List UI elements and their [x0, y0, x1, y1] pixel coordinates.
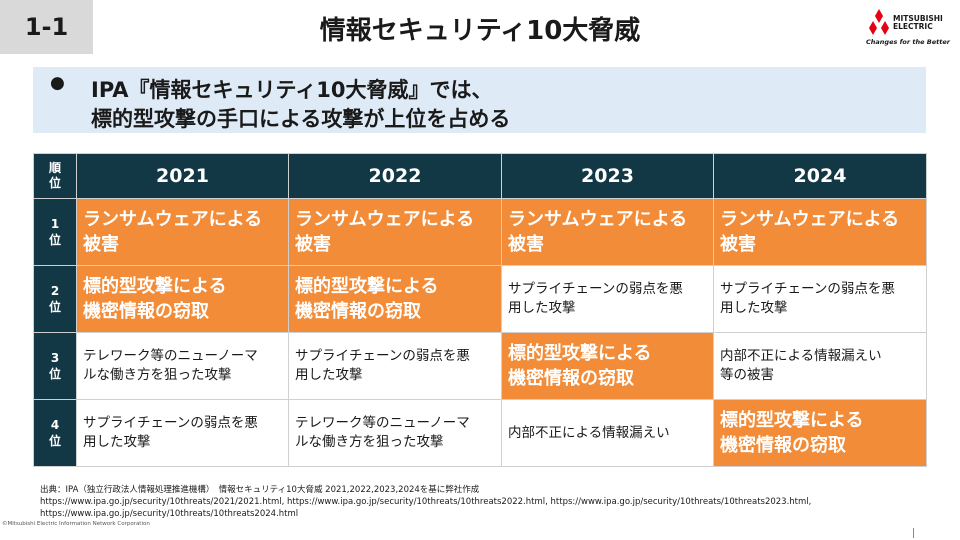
threat-line1: 内部不正による情報漏えい	[720, 348, 882, 364]
slide-number: 1-1	[0, 0, 93, 54]
rank-cell: 2 位	[33, 265, 77, 333]
threat-cell: 標的型攻撃による 機密情報の窃取	[501, 332, 714, 400]
threat-line1: 標的型攻撃による	[720, 410, 864, 431]
threat-cell: ランサムウェアによる 被害	[501, 198, 714, 266]
threat-line1: サプライチェーンの弱点を悪	[508, 281, 683, 297]
threat-line2: 被害	[295, 234, 331, 255]
threat-line2: 被害	[83, 234, 119, 255]
rank-suffix: 位	[48, 300, 61, 314]
threat-cell: 標的型攻撃による 機密情報の窃取	[713, 399, 927, 467]
threat-cell: 標的型攻撃による 機密情報の窃取	[288, 265, 502, 333]
rank-number: 4	[50, 418, 60, 432]
company-logo: MITSUBISHI ELECTRIC Changes for the Bett…	[866, 8, 956, 48]
threat-line2: 被害	[508, 234, 544, 255]
source-note: 出典：IPA（独立行政法人情報処理推進機構） 情報セキュリティ10大脅威 202…	[40, 484, 811, 520]
rank-header-line1: 順	[48, 161, 61, 175]
year-header: 2024	[713, 153, 927, 199]
source-line3: https://www.ipa.go.jp/security/10threats…	[40, 509, 299, 519]
rank-number: 1	[50, 217, 60, 231]
table-row: 3 位 テレワーク等のニューノーマ ルな働き方を狙った攻撃 サプライチェーンの弱点…	[33, 332, 927, 400]
threat-line1: 内部不正による情報漏えい	[508, 424, 670, 441]
threat-line2: 被害	[720, 234, 756, 255]
threat-line1: テレワーク等のニューノーマ	[295, 415, 470, 431]
headline-line1: IPA『情報セキュリティ10大脅威』では、	[91, 78, 493, 102]
threat-line1: ランサムウェアによる	[83, 209, 263, 230]
threat-cell: ランサムウェアによる 被害	[288, 198, 502, 266]
threat-line2: ルな働き方を狙った攻撃	[83, 367, 232, 383]
year-header: 2021	[76, 153, 289, 199]
logo-text: MITSUBISHI ELECTRIC	[893, 15, 943, 31]
copyright: ©Mitsubishi Electric Information Network…	[2, 521, 150, 527]
headline-line2: 標的型攻撃の手口による攻撃が上位を占める	[91, 107, 511, 131]
threat-line1: ランサムウェアによる	[508, 209, 688, 230]
threat-cell: サプライチェーンの弱点を悪 用した攻撃	[501, 265, 714, 333]
threat-line1: ランサムウェアによる	[720, 209, 900, 230]
headline-box: ● IPA『情報セキュリティ10大脅威』では、 標的型攻撃の手口による攻撃が上位…	[33, 67, 926, 133]
threat-cell: テレワーク等のニューノーマ ルな働き方を狙った攻撃	[288, 399, 502, 467]
threat-line2: 機密情報の窃取	[295, 301, 421, 322]
threat-cell: テレワーク等のニューノーマ ルな働き方を狙った攻撃	[76, 332, 289, 400]
rank-suffix: 位	[48, 434, 61, 448]
logo-tagline: Changes for the Better	[866, 38, 950, 46]
rank-cell: 3 位	[33, 332, 77, 400]
year-header: 2023	[501, 153, 714, 199]
threat-cell: ランサムウェアによる 被害	[76, 198, 289, 266]
threat-line1: 標的型攻撃による	[83, 276, 227, 297]
bullet-icon: ●	[50, 73, 65, 93]
threat-line1: 標的型攻撃による	[508, 343, 652, 364]
table-row: 1 位 ランサムウェアによる 被害 ランサムウェアによる 被害 ランサムウェアによる…	[33, 198, 927, 266]
table-header-row: 順 位 2021 2022 2023 2024	[33, 153, 927, 199]
source-line1: 出典：IPA（独立行政法人情報処理推進機構） 情報セキュリティ10大脅威 202…	[40, 485, 480, 495]
threat-ranking-table: 順 位 2021 2022 2023 2024 1 位 ランサムウェアによる 被害…	[33, 153, 927, 467]
threat-line1: サプライチェーンの弱点を悪	[83, 415, 258, 431]
threat-line2: 機密情報の窃取	[508, 368, 634, 389]
threat-line2: 機密情報の窃取	[720, 435, 846, 456]
threat-line2: ルな働き方を狙った攻撃	[295, 434, 444, 450]
table-row: 2 位 標的型攻撃による 機密情報の窃取 標的型攻撃による 機密情報の窃取 サプライ…	[33, 265, 927, 333]
threat-cell: 内部不正による情報漏えい	[501, 399, 714, 467]
threat-line1: ランサムウェアによる	[295, 209, 475, 230]
page-title: 情報セキュリティ10大脅威	[319, 16, 641, 46]
rank-number: 3	[50, 351, 60, 365]
rank-number: 2	[50, 284, 60, 298]
threat-cell: 標的型攻撃による 機密情報の窃取	[76, 265, 289, 333]
source-line2: https://www.ipa.go.jp/security/10threats…	[40, 497, 812, 507]
threat-cell: ランサムウェアによる 被害	[713, 198, 927, 266]
three-diamonds-icon	[869, 9, 889, 35]
rank-cell: 1 位	[33, 198, 77, 266]
threat-line1: 標的型攻撃による	[295, 276, 439, 297]
rank-suffix: 位	[48, 233, 61, 247]
threat-line1: サプライチェーンの弱点を悪	[295, 348, 470, 364]
threat-line2: 機密情報の窃取	[83, 301, 209, 322]
threat-cell: サプライチェーンの弱点を悪 用した攻撃	[713, 265, 927, 333]
year-header: 2022	[288, 153, 502, 199]
rank-cell: 4 位	[33, 399, 77, 467]
threat-cell: 内部不正による情報漏えい 等の被害	[713, 332, 927, 400]
threat-line2: 用した攻撃	[83, 434, 151, 450]
table-row: 4 位 サプライチェーンの弱点を悪 用した攻撃 テレワーク等のニューノーマ ルな働き…	[33, 399, 927, 467]
threat-cell: サプライチェーンの弱点を悪 用した攻撃	[76, 399, 289, 467]
threat-line2: 用した攻撃	[508, 300, 576, 316]
logo-line2: ELECTRIC	[893, 22, 933, 31]
threat-line2: 用した攻撃	[295, 367, 363, 383]
page-marker	[913, 528, 914, 538]
threat-line2: 等の被害	[720, 367, 774, 383]
threat-line1: テレワーク等のニューノーマ	[83, 348, 258, 364]
threat-cell: サプライチェーンの弱点を悪 用した攻撃	[288, 332, 502, 400]
threat-line1: サプライチェーンの弱点を悪	[720, 281, 895, 297]
rank-header: 順 位	[33, 153, 77, 199]
rank-header-line2: 位	[48, 176, 61, 190]
threat-line2: 用した攻撃	[720, 300, 788, 316]
logo-line1: MITSUBISHI	[893, 14, 943, 23]
rank-suffix: 位	[48, 367, 61, 381]
